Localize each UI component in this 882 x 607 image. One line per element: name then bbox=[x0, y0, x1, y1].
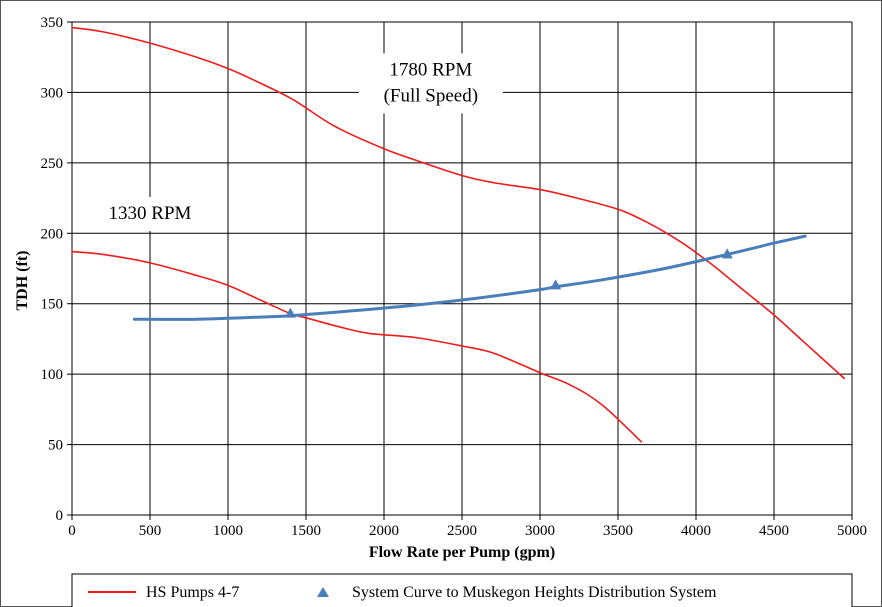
x-tick-label-4000: 4000 bbox=[681, 523, 711, 539]
series-marker-2-1 bbox=[550, 279, 562, 290]
x-tick-label-1000: 1000 bbox=[213, 523, 243, 539]
y-tick-label-200: 200 bbox=[41, 226, 64, 242]
x-tick-label-5000: 5000 bbox=[837, 523, 867, 539]
y-tick-label-0: 0 bbox=[56, 508, 64, 524]
annotation-text-1-0: 1330 RPM bbox=[109, 203, 192, 224]
y-tick-label-300: 300 bbox=[41, 85, 64, 101]
y-tick-label-350: 350 bbox=[41, 15, 64, 31]
x-tick-label-4500: 4500 bbox=[759, 523, 789, 539]
legend: HS Pumps 4-7 System Curve to Muskegon He… bbox=[71, 573, 853, 607]
axes-labels: Flow Rate per Pump (gpm) TDH (ft) bbox=[14, 251, 555, 561]
annotation-text-0-0: 1780 RPM bbox=[389, 59, 472, 80]
y-tick-label-50: 50 bbox=[48, 438, 63, 454]
annotation-bg-1 bbox=[98, 197, 202, 232]
y-tick-label-100: 100 bbox=[41, 367, 64, 383]
x-tick-label-2000: 2000 bbox=[369, 523, 399, 539]
y-tick-label-150: 150 bbox=[41, 297, 64, 313]
series-line-0 bbox=[71, 26, 845, 380]
y-tick-label-250: 250 bbox=[41, 156, 64, 172]
annotation-bg-0 bbox=[358, 53, 503, 114]
x-tick-label-3000: 3000 bbox=[525, 523, 555, 539]
legend-box bbox=[71, 573, 853, 607]
x-tick-label-2500: 2500 bbox=[447, 523, 477, 539]
annotation-text-0-1: (Full Speed) bbox=[384, 85, 478, 106]
series-line-2 bbox=[132, 234, 807, 321]
x-tick-label-0: 0 bbox=[68, 523, 76, 539]
x-tick-label-1500: 1500 bbox=[291, 523, 321, 539]
y-axis-title: TDH (ft) bbox=[14, 251, 31, 311]
x-tick-label-500: 500 bbox=[139, 523, 162, 539]
x-axis-title: Flow Rate per Pump (gpm) bbox=[369, 544, 555, 561]
x-tick-label-3500: 3500 bbox=[603, 523, 633, 539]
plot-area: 0 500 1000 1500 2000 2500 3000 3500 4000 4500 5000… bbox=[41, 15, 868, 539]
series-marker-2-2 bbox=[721, 248, 733, 259]
series-line-1 bbox=[71, 250, 643, 443]
series-marker-2-0 bbox=[284, 307, 296, 318]
annotations: 1780 RPM (Full Speed) 1330 RPM bbox=[98, 53, 503, 232]
legend-label-system-curve: System Curve to Muskegon Heights Distrib… bbox=[352, 584, 717, 601]
legend-label-hs-pumps: HS Pumps 4-7 bbox=[146, 584, 239, 601]
legend-triangle-swatch bbox=[317, 587, 329, 597]
